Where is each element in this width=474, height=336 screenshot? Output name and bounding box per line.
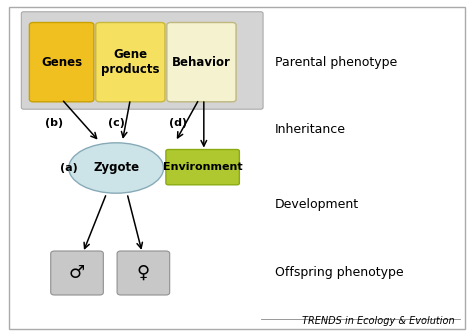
Text: Genes: Genes — [41, 56, 82, 69]
Text: Environment: Environment — [163, 162, 242, 172]
FancyBboxPatch shape — [166, 150, 239, 185]
FancyBboxPatch shape — [51, 251, 103, 295]
Text: Parental phenotype: Parental phenotype — [275, 56, 397, 69]
FancyBboxPatch shape — [96, 23, 165, 102]
Text: Zygote: Zygote — [93, 162, 139, 174]
FancyBboxPatch shape — [29, 23, 94, 102]
Text: (b): (b) — [46, 118, 64, 128]
Text: Inheritance: Inheritance — [275, 123, 346, 136]
FancyBboxPatch shape — [167, 23, 236, 102]
FancyBboxPatch shape — [117, 251, 170, 295]
FancyBboxPatch shape — [21, 12, 263, 109]
Text: ♂: ♂ — [69, 264, 85, 282]
Text: (a): (a) — [60, 163, 78, 173]
Text: Gene
products: Gene products — [101, 48, 160, 76]
Ellipse shape — [69, 143, 164, 193]
Text: (d): (d) — [169, 118, 187, 128]
Text: TRENDS in Ecology & Evolution: TRENDS in Ecology & Evolution — [302, 316, 455, 326]
Text: Behavior: Behavior — [172, 56, 231, 69]
Text: Offspring phenotype: Offspring phenotype — [275, 266, 403, 279]
Text: (c): (c) — [108, 118, 125, 128]
Text: ♀: ♀ — [137, 264, 150, 282]
Text: Development: Development — [275, 199, 359, 211]
